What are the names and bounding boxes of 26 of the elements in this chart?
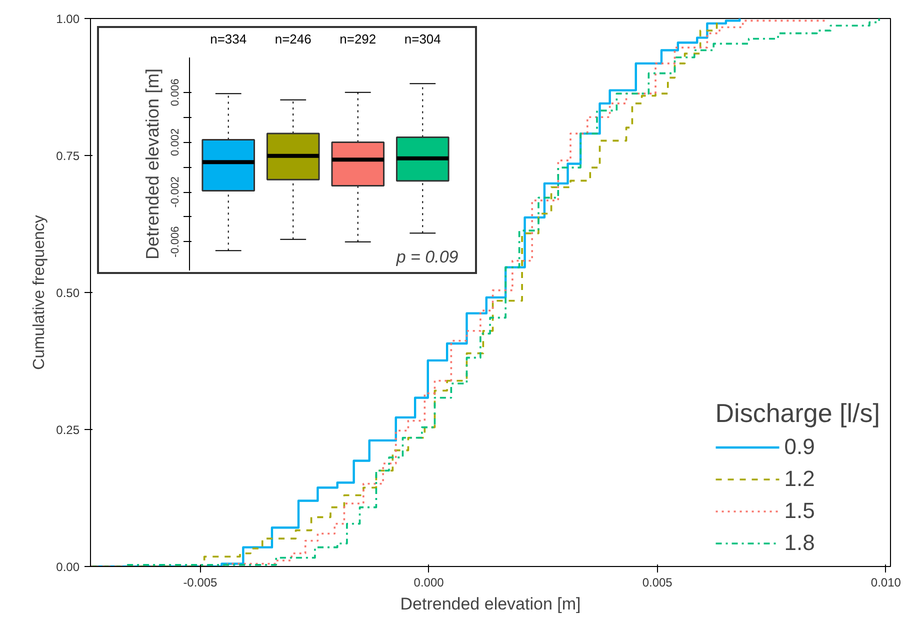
x-tick-label: -0.005 — [183, 576, 218, 590]
y-tick-label: 0.002 — [170, 128, 182, 156]
y-tick-label: 0.50 — [56, 286, 80, 300]
y-axis-title: Detrended elevation [m] — [142, 68, 162, 260]
x-tick-label: n=246 — [274, 32, 312, 46]
y-tick-label: 1.00 — [56, 12, 80, 26]
legend-title: Discharge [l/s] — [715, 398, 880, 429]
y-tick-label: 0.006 — [170, 78, 182, 106]
legend-label: 1.2 — [784, 466, 815, 492]
legend-label: 1.5 — [784, 498, 815, 524]
x-tick-label: 0.010 — [870, 576, 902, 590]
y-tick-label: 0.25 — [56, 423, 80, 437]
y-axis-title: Cumulative frequency — [31, 215, 48, 370]
legend-label: 1.8 — [784, 530, 815, 556]
annotation: p = 0.09 — [395, 248, 459, 266]
y-tick-label: -0.002 — [170, 176, 182, 208]
x-axis-title: Detrended elevation [m] — [400, 594, 581, 614]
x-tick-label: 0.005 — [642, 576, 673, 590]
x-tick-label: 0.000 — [414, 576, 444, 590]
x-tick-label: n=304 — [404, 32, 441, 46]
x-tick-label: n=334 — [210, 32, 247, 46]
y-tick-label: 0.00 — [56, 560, 80, 574]
y-tick-label: -0.006 — [170, 226, 182, 258]
legend-label: 0.9 — [784, 434, 815, 460]
x-tick-label: n=292 — [340, 32, 376, 46]
y-tick-label: 0.75 — [56, 149, 80, 163]
